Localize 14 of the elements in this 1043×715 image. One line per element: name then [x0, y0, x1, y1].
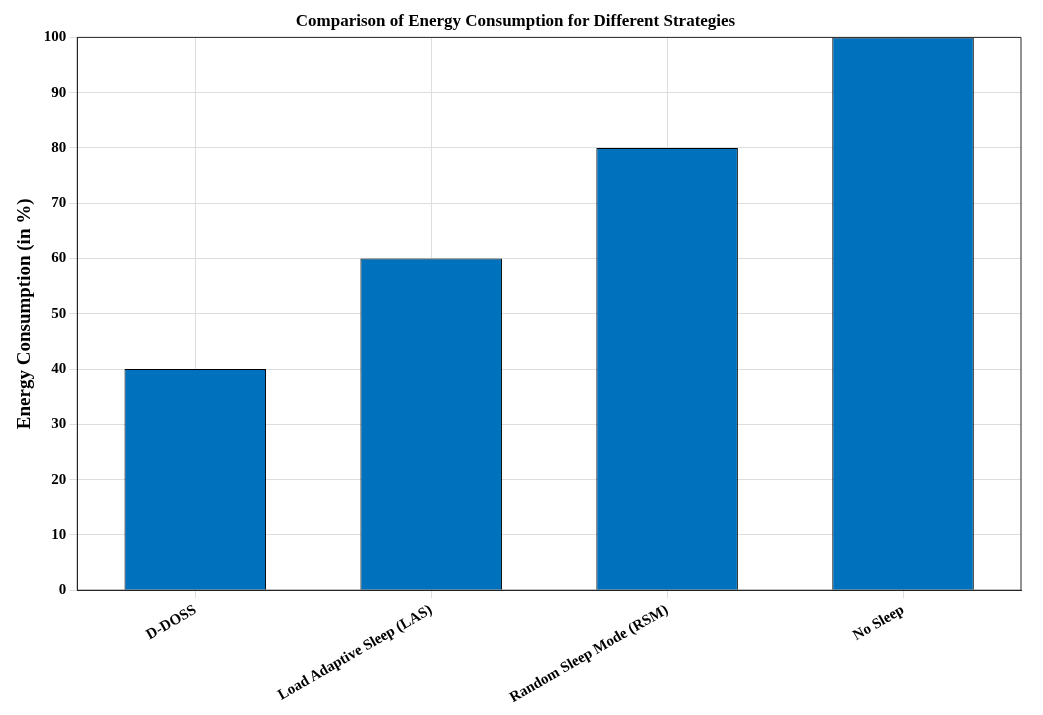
y-tick-label: 0: [58, 581, 67, 598]
y-tick-label: 70: [51, 194, 67, 211]
chart-title: Comparison of Energy Consumption for Different Strategies: [295, 10, 736, 30]
y-tick-label: 100: [43, 28, 67, 45]
y-tick-label: 20: [51, 470, 67, 487]
y-tick-label: 30: [51, 415, 67, 432]
y-tick-label: 40: [51, 359, 67, 376]
y-tick-label: 10: [51, 525, 67, 542]
y-axis-title: Energy Consumption (in %): [13, 198, 36, 430]
y-tick-label: 90: [51, 83, 67, 100]
y-tick-label: 80: [51, 138, 67, 155]
y-tick-label: 50: [51, 304, 67, 321]
x-tick-label: No Sleep: [849, 601, 907, 644]
y-tick-label: 60: [51, 249, 67, 266]
